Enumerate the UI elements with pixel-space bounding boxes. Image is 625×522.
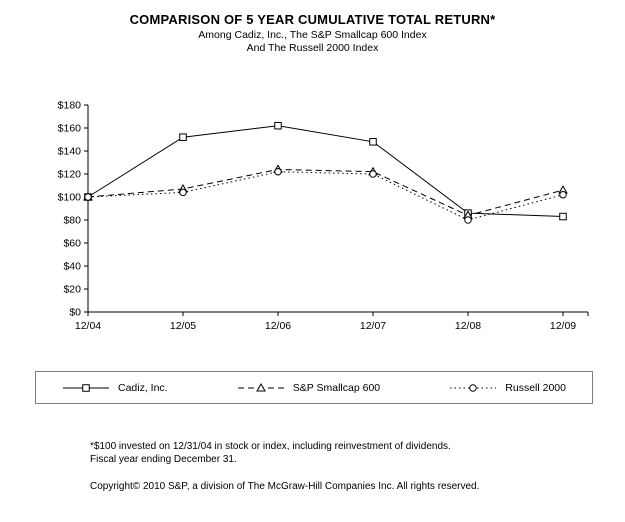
- y-tick-label: $80: [63, 215, 81, 227]
- chart-subtitle-line1: Among Cadiz, Inc., The S&P Smallcap 600 …: [198, 29, 427, 41]
- y-tick-label: $20: [63, 284, 81, 296]
- legend-item-cadiz: Cadiz, Inc.: [62, 381, 168, 395]
- circle-marker-icon: [469, 383, 478, 392]
- chart-legend: Cadiz, Inc. S&P Smallcap 600 Russell 200…: [35, 371, 593, 404]
- circle-marker-icon: [464, 216, 472, 224]
- footnote-line2: Fiscal year ending December 31.: [90, 454, 237, 465]
- x-tick-label: 12/04: [75, 320, 101, 332]
- square-marker-icon: [274, 121, 282, 130]
- x-tick-label: 12/06: [265, 320, 291, 332]
- circle-marker-icon: [84, 193, 92, 201]
- series-line-s-p-smallcap-600: [87, 168, 564, 216]
- x-tick-label: 12/09: [550, 320, 576, 332]
- legend-swatch-cadiz-icon: [63, 383, 109, 392]
- y-tick-label: $160: [58, 123, 82, 135]
- circle-marker-icon: [274, 167, 282, 176]
- circle-marker-icon: [179, 188, 187, 197]
- series-line-russell-2000: [87, 171, 564, 221]
- legend-swatch-sp-smallcap-600-icon: [237, 382, 284, 391]
- y-tick-label: $120: [58, 169, 82, 181]
- legend-label-sp-smallcap-600: S&P Smallcap 600: [292, 381, 381, 394]
- y-tick-label: $180: [58, 100, 82, 112]
- square-marker-icon: [559, 212, 567, 221]
- footnote-line1: *$100 invested on 12/31/04 in stock or i…: [90, 441, 451, 452]
- series-line-cadiz-inc: [87, 125, 564, 218]
- circle-marker-icon: [369, 170, 377, 178]
- square-marker-icon: [369, 138, 377, 146]
- x-tick-label: 12/05: [170, 320, 196, 332]
- line-chart: $0 $20 $40 $60 $80 $100 $120 $140 $160 $180 12/04 1…: [58, 100, 589, 332]
- square-marker-icon: [82, 383, 90, 392]
- y-tick-label: $60: [63, 238, 81, 250]
- legend-label-russell-2000: Russell 2000: [505, 381, 566, 394]
- y-tick-label: $140: [58, 146, 82, 158]
- legend-label-cadiz: Cadiz, Inc.: [118, 381, 168, 394]
- x-tick-label: 12/07: [360, 320, 386, 332]
- x-tick-label: 12/08: [455, 320, 481, 332]
- triangle-marker-icon: [255, 382, 266, 391]
- legend-item-russell-2000: Russell 2000: [449, 381, 566, 395]
- chart-title: COMPARISON OF 5 YEAR CUMULATIVE TOTAL RE…: [129, 12, 496, 27]
- circle-marker-icon: [559, 190, 567, 199]
- legend-item-sp-smallcap-600: S&P Smallcap 600: [237, 381, 380, 395]
- y-tick-label: $100: [58, 192, 82, 204]
- y-tick-label: $0: [69, 307, 81, 319]
- y-tick-label: $40: [63, 261, 81, 273]
- copyright-text: Copyright© 2010 S&P, a division of The M…: [90, 481, 480, 492]
- legend-swatch-russell-2000-icon: [450, 383, 497, 392]
- square-marker-icon: [179, 133, 187, 141]
- chart-subtitle-line2: And The Russell 2000 Index: [246, 42, 379, 54]
